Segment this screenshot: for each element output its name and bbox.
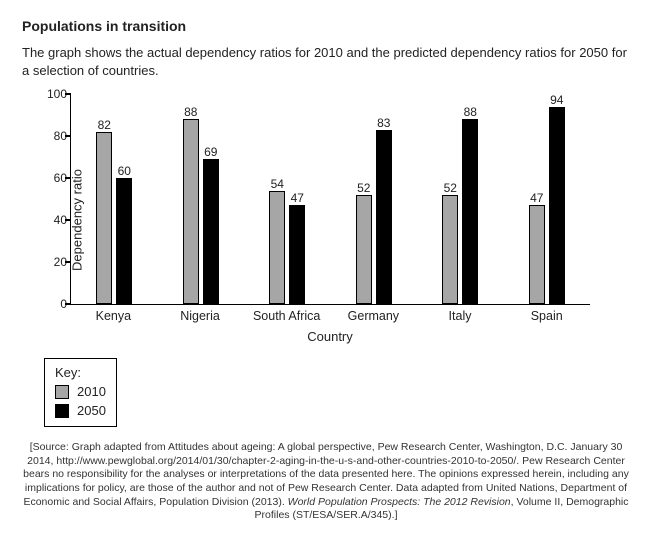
- legend-swatch: [55, 404, 69, 418]
- bar: 94: [549, 107, 565, 304]
- bar-group: 4794: [504, 95, 591, 304]
- bar-group: 5283: [331, 95, 418, 304]
- bar-value-label: 52: [444, 181, 457, 195]
- bar-value-label: 47: [530, 191, 543, 205]
- y-tick-mark: [65, 177, 71, 179]
- bar-value-label: 88: [464, 105, 477, 119]
- page-title: Populations in transition: [22, 18, 630, 34]
- x-tick-label: South Africa: [243, 309, 330, 323]
- bar: 52: [356, 195, 372, 304]
- y-tick-mark: [65, 135, 71, 137]
- y-tick-mark: [65, 261, 71, 263]
- legend-title: Key:: [55, 365, 106, 380]
- bar-value-label: 54: [271, 177, 284, 191]
- x-tick-label: Germany: [330, 309, 417, 323]
- bar: 54: [269, 191, 285, 304]
- bar-value-label: 69: [204, 145, 217, 159]
- bar-group: 8260: [71, 95, 158, 304]
- bar-groups: 826088695447528352884794: [71, 95, 590, 304]
- legend-item: 2010: [55, 384, 106, 399]
- bar-value-label: 60: [118, 164, 131, 178]
- legend-label: 2050: [77, 403, 106, 418]
- bar-value-label: 83: [377, 116, 390, 130]
- y-tick-label: 40: [37, 213, 67, 227]
- legend-label: 2010: [77, 384, 106, 399]
- chart: Dependency ratio 82608869544752835288479…: [70, 95, 590, 344]
- y-tick-mark: [65, 219, 71, 221]
- y-tick-mark: [65, 303, 71, 305]
- bar: 88: [462, 119, 478, 304]
- x-axis-label: Country: [70, 329, 590, 344]
- bar-value-label: 47: [291, 191, 304, 205]
- bar-value-label: 94: [550, 93, 563, 107]
- legend-swatch: [55, 385, 69, 399]
- bar: 69: [203, 159, 219, 304]
- bar-value-label: 88: [184, 105, 197, 119]
- bar: 88: [183, 119, 199, 304]
- x-tick-label: Nigeria: [157, 309, 244, 323]
- bar-value-label: 82: [98, 118, 111, 132]
- bar-value-label: 52: [357, 181, 370, 195]
- y-tick-label: 20: [37, 255, 67, 269]
- x-tick-label: Kenya: [70, 309, 157, 323]
- bar: 47: [289, 205, 305, 304]
- bar-group: 8869: [158, 95, 245, 304]
- bar: 52: [442, 195, 458, 304]
- y-tick-label: 80: [37, 129, 67, 143]
- legend-item: 2050: [55, 403, 106, 418]
- plot-area: 826088695447528352884794 020406080100: [70, 95, 590, 305]
- y-tick-label: 0: [37, 297, 67, 311]
- bar-group: 5447: [244, 95, 331, 304]
- legend: Key: 2010 2050: [44, 358, 117, 427]
- x-tick-label: Spain: [503, 309, 590, 323]
- bar: 60: [116, 178, 132, 304]
- bar: 47: [529, 205, 545, 304]
- description: The graph shows the actual dependency ra…: [22, 44, 630, 79]
- x-tick-row: KenyaNigeriaSouth AfricaGermanyItalySpai…: [70, 309, 590, 323]
- y-tick-label: 100: [37, 87, 67, 101]
- bar: 83: [376, 130, 392, 304]
- y-tick-mark: [65, 93, 71, 95]
- bar: 82: [96, 132, 112, 304]
- y-tick-label: 60: [37, 171, 67, 185]
- x-tick-label: Italy: [417, 309, 504, 323]
- bar-group: 5288: [417, 95, 504, 304]
- source-citation: [Source: Graph adapted from Attitudes ab…: [22, 441, 630, 523]
